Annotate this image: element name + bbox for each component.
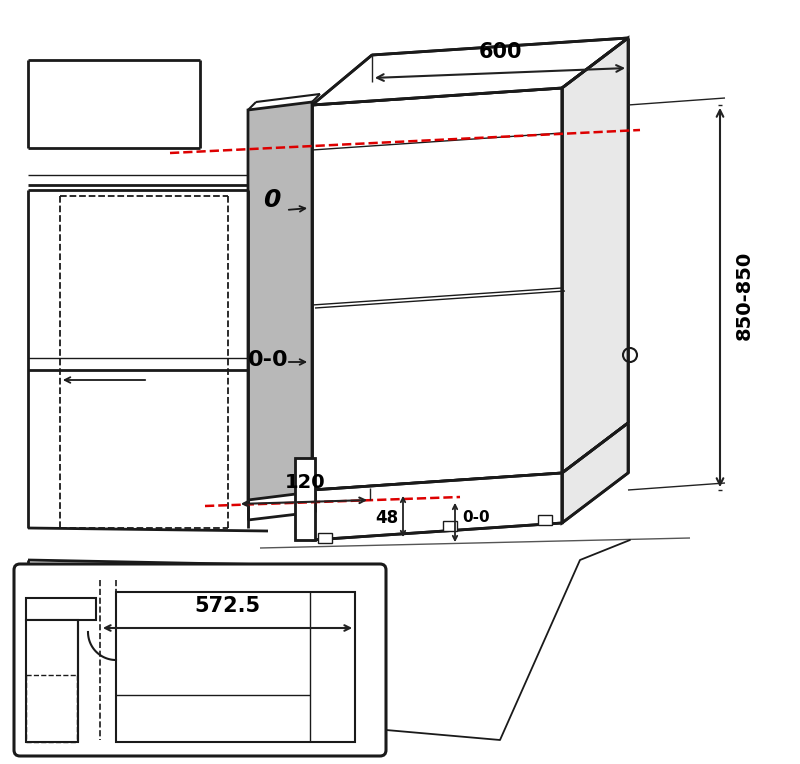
Polygon shape xyxy=(312,473,562,540)
Text: 850-850: 850-850 xyxy=(735,251,754,340)
Text: 48: 48 xyxy=(375,509,398,527)
Text: 0-0: 0-0 xyxy=(248,350,288,370)
Text: 120: 120 xyxy=(285,473,326,492)
Text: 572.5: 572.5 xyxy=(194,596,260,616)
Text: 0-0: 0-0 xyxy=(462,510,490,526)
Text: 600: 600 xyxy=(478,42,522,62)
Polygon shape xyxy=(248,102,312,500)
Polygon shape xyxy=(295,458,315,540)
Polygon shape xyxy=(26,620,78,742)
Polygon shape xyxy=(443,521,457,531)
Polygon shape xyxy=(538,515,552,525)
Polygon shape xyxy=(312,88,562,490)
FancyBboxPatch shape xyxy=(14,564,386,756)
Polygon shape xyxy=(116,592,355,742)
Polygon shape xyxy=(318,533,332,543)
Polygon shape xyxy=(562,423,628,523)
Polygon shape xyxy=(312,38,628,105)
Text: 0: 0 xyxy=(263,188,281,212)
Polygon shape xyxy=(562,38,628,473)
Polygon shape xyxy=(26,598,96,620)
